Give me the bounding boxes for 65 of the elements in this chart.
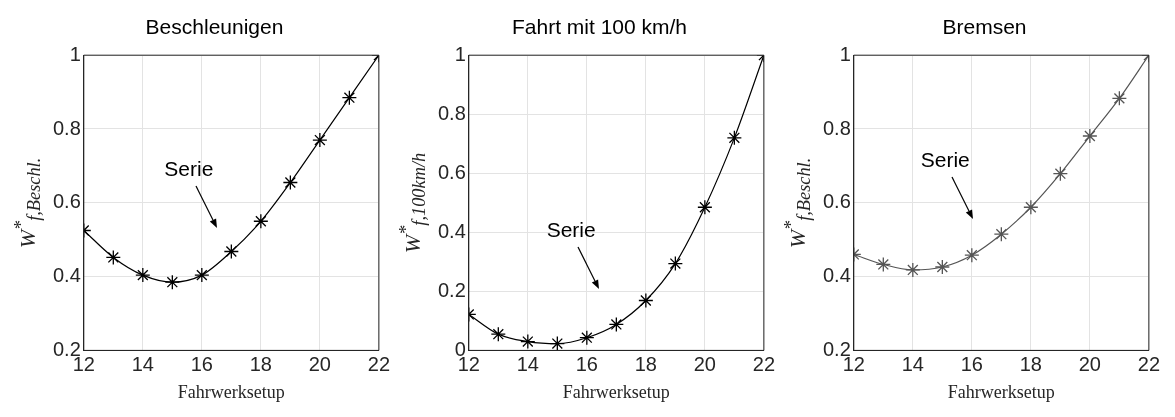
point (993, 226, 1009, 242)
y-tick-label: 0.8 (822, 116, 851, 139)
x-tick-label: 18 (1019, 352, 1042, 375)
point (312, 132, 328, 148)
x-tick-label: 16 (960, 352, 983, 375)
point (875, 256, 891, 273)
point (194, 267, 210, 283)
point (608, 316, 624, 333)
y-tick-label: 0.4 (52, 264, 81, 287)
x-tick-label: 22 (367, 352, 390, 375)
point (1052, 166, 1069, 182)
point (934, 259, 950, 275)
x-tick-label: 20 (693, 352, 716, 375)
x-axis-title: Fahrwerksetup (562, 381, 670, 402)
y-tick-label: 1 (454, 42, 466, 65)
x-tick-label: 16 (575, 352, 598, 375)
annotation: Serie (920, 148, 970, 172)
x-tick-label: 22 (752, 352, 775, 375)
point (905, 262, 921, 278)
point (223, 243, 239, 260)
y-tick-label: 0.6 (437, 160, 466, 183)
point (964, 247, 980, 263)
y-tick-label: 0.4 (437, 219, 466, 242)
point (549, 335, 565, 351)
chart-title: Bremsen (942, 15, 1027, 39)
y-tick-label: 0.2 (437, 278, 466, 301)
annotation: Serie (164, 157, 214, 181)
y-tick-label: 0.4 (822, 264, 851, 287)
y-tick-label: 1 (69, 42, 81, 65)
point (135, 267, 151, 283)
y-tick-label: 1 (839, 42, 851, 65)
x-tick-label: 20 (1078, 352, 1101, 375)
point (579, 330, 595, 346)
point (341, 89, 358, 106)
point (164, 274, 180, 290)
point (282, 174, 299, 191)
y-tick-label: 0.8 (437, 101, 466, 124)
x-axis-title: Fahrwerksetup (177, 381, 285, 402)
y-tick-label: 0.8 (52, 116, 81, 139)
x-tick-label: 22 (1137, 352, 1160, 375)
point (520, 333, 536, 350)
x-tick-label: 18 (249, 352, 272, 375)
point (697, 199, 713, 215)
annotation: Serie (546, 217, 596, 241)
chart-title: Beschleunigen (145, 15, 284, 39)
x-tick-label: 18 (634, 352, 657, 375)
x-tick-label: 14 (516, 352, 539, 375)
line-series (468, 55, 764, 351)
y-tick-label: 0.6 (822, 190, 851, 213)
point (1023, 199, 1039, 215)
point (726, 130, 743, 146)
x-tick-label: 20 (308, 352, 331, 375)
y-tick-label: 0.6 (52, 190, 81, 213)
point (667, 255, 684, 272)
x-tick-label: 14 (901, 352, 924, 375)
point (490, 326, 506, 342)
point (105, 249, 121, 266)
chart-title: Fahrt mit 100 km/h (511, 15, 688, 39)
point (638, 292, 654, 309)
point (1082, 128, 1098, 144)
point (1111, 90, 1128, 107)
point (253, 213, 269, 229)
x-tick-label: 14 (131, 352, 154, 375)
x-axis-title: Fahrwerksetup (947, 381, 1055, 402)
x-tick-label: 16 (190, 352, 213, 375)
